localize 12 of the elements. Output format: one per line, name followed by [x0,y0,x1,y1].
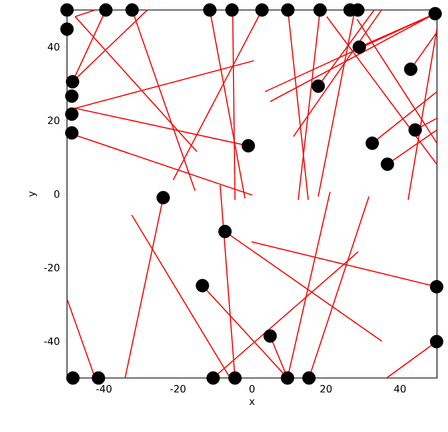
x-tick-label: 20 [320,385,332,393]
y-tick-label: 0 [54,190,60,198]
x-tick-label: 0 [249,385,255,393]
x-tick-label: -40 [96,385,112,393]
y-tick-label: 40 [48,43,60,51]
x-tick-label: -20 [170,385,186,393]
y-tick-label: -20 [44,264,60,272]
x-axis-title: x [249,399,255,405]
y-tick-label: 20 [48,116,60,124]
y-axis-title: y [29,191,37,197]
y-tick-label: -40 [44,337,60,345]
x-tick-label: 40 [394,385,406,393]
